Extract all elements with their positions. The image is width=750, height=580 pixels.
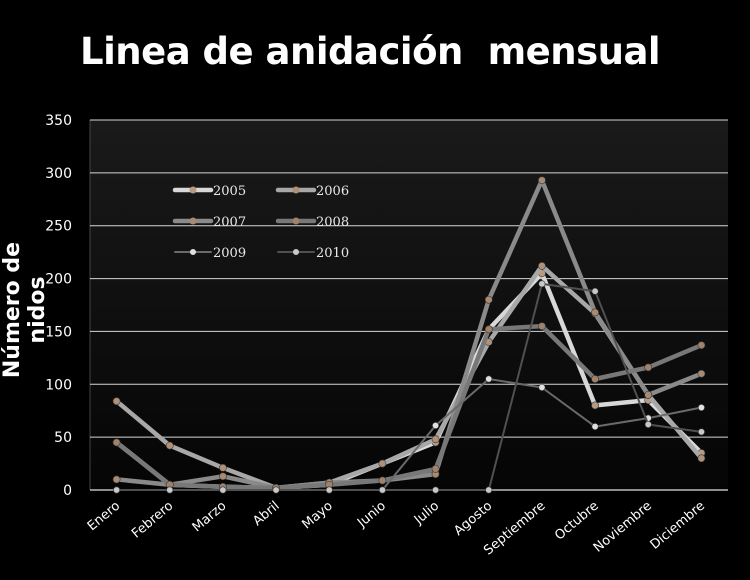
x-tick-label: Abril: [250, 499, 282, 530]
data-point: [272, 486, 280, 494]
x-tick-label: Julio: [411, 499, 442, 529]
data-point: [485, 375, 493, 383]
data-point: [697, 454, 706, 463]
legend-label: 2009: [213, 246, 246, 261]
x-tick-label: Diciembre: [648, 499, 708, 553]
data-point: [591, 375, 599, 383]
data-point: [697, 428, 705, 436]
legend-item: 2009: [174, 246, 246, 261]
y-tick-label: 350: [45, 113, 72, 129]
legend-label: 2005: [213, 184, 246, 199]
legend-label: 2010: [316, 246, 349, 261]
data-point: [485, 486, 493, 494]
x-tick-label: Noviembre: [591, 499, 655, 556]
data-point: [166, 486, 174, 494]
data-point: [538, 280, 546, 288]
data-point: [644, 390, 653, 399]
data-point: [591, 308, 599, 317]
data-point: [431, 435, 440, 444]
x-tick-label: Marzo: [190, 499, 230, 536]
data-point: [378, 486, 386, 494]
x-tick-label: Enero: [85, 499, 123, 535]
legend-marker: [293, 249, 299, 255]
data-point: [697, 369, 706, 378]
legend-item: 2006: [275, 184, 349, 199]
legend-marker: [190, 249, 196, 255]
data-point: [112, 438, 121, 447]
data-point: [538, 176, 546, 185]
data-point: [591, 423, 599, 431]
y-tick-label: 50: [54, 430, 72, 446]
legend-label: 2007: [213, 215, 246, 230]
series-line: [114, 178, 704, 491]
data-point: [431, 464, 440, 473]
x-tick-label: Agosto: [451, 499, 495, 539]
legend-item: 2007: [172, 215, 246, 230]
series-line: [115, 282, 703, 491]
data-point: [591, 287, 599, 295]
legend-marker: [292, 217, 300, 225]
x-tick-label: Mayo: [299, 499, 335, 533]
data-point: [538, 383, 546, 391]
data-point: [378, 459, 387, 468]
legend-marker: [189, 186, 197, 194]
data-point: [432, 486, 440, 494]
series-2010: [113, 280, 705, 494]
data-point: [325, 486, 333, 494]
legend-label: 2008: [316, 215, 349, 230]
plot-area: [90, 120, 728, 490]
data-point: [644, 363, 653, 372]
data-point: [538, 261, 546, 270]
data-point: [644, 420, 652, 428]
y-tick-label: 200: [45, 272, 72, 288]
legend-label: 2006: [316, 184, 349, 199]
data-point: [538, 322, 546, 331]
legend-marker: [292, 186, 300, 194]
series-line: [114, 323, 704, 491]
data-point: [112, 397, 121, 406]
y-tick-label: 250: [45, 219, 72, 235]
data-point: [591, 401, 599, 410]
data-point: [112, 475, 121, 484]
y-tick-label: 150: [45, 324, 72, 340]
data-point: [697, 404, 705, 412]
data-point: [484, 295, 493, 304]
data-point: [219, 463, 227, 472]
data-point: [219, 472, 227, 481]
x-tick-label: Octubre: [552, 499, 602, 544]
y-tick-label: 100: [45, 377, 72, 393]
y-tick-label: 0: [63, 483, 72, 499]
y-tick-label: 300: [45, 166, 72, 182]
legend-item: 2010: [277, 246, 349, 261]
data-point: [697, 341, 706, 350]
data-point: [378, 476, 387, 485]
data-point: [219, 486, 227, 494]
x-tick-label: Junio: [354, 499, 389, 532]
legend-marker: [189, 217, 197, 225]
legend-item: 2005: [172, 184, 246, 199]
chart-title: Linea de anidación mensual: [80, 30, 661, 73]
data-point: [165, 441, 174, 450]
legend-item: 2008: [275, 215, 349, 230]
data-point: [484, 325, 493, 334]
data-point: [113, 486, 121, 494]
data-point: [432, 422, 440, 430]
x-tick-label: Febrero: [129, 499, 176, 542]
